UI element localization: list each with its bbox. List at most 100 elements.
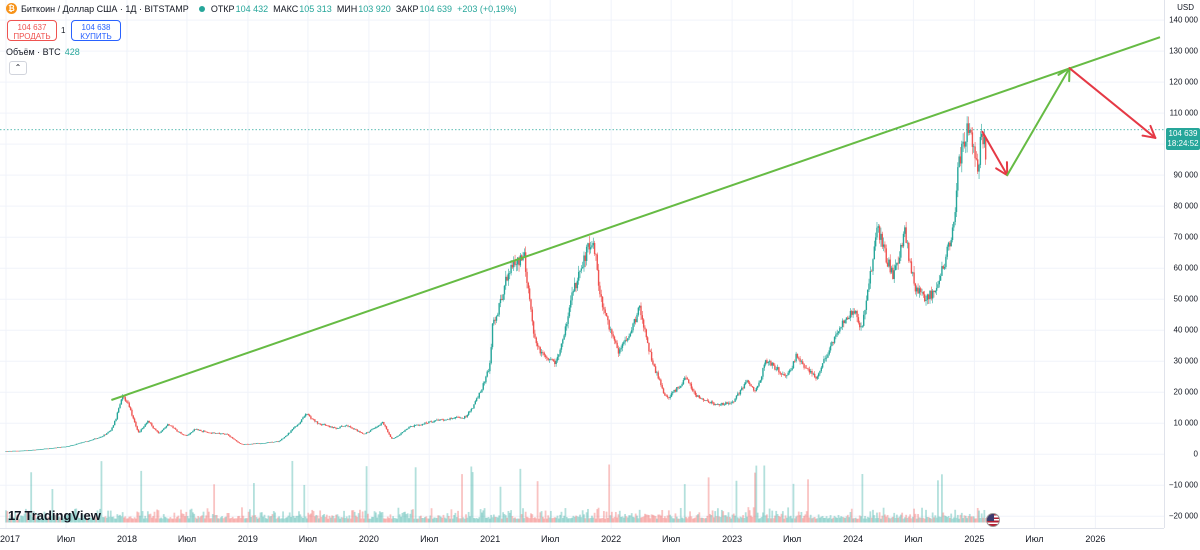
candle-body [946, 246, 948, 257]
volume-bar [581, 510, 584, 523]
volume-legend[interactable]: Объём · BTC 428 [6, 47, 80, 57]
symbol-title[interactable]: Биткоин / Доллар США · 1Д · BITSTAMP [21, 3, 189, 14]
ohlc-label: ЗАКР [395, 3, 419, 14]
candle-body [95, 438, 97, 440]
candle-body [786, 375, 788, 377]
volume-bar [943, 515, 946, 523]
candle-body [908, 242, 910, 261]
volume-bar [893, 512, 896, 523]
volume-bar [579, 514, 581, 523]
candle-body [816, 376, 819, 379]
price-chart[interactable] [0, 0, 1164, 528]
volume-bar [219, 517, 222, 523]
candle-body [345, 425, 348, 427]
volume-bar [738, 518, 740, 523]
currency-label[interactable]: USD [1177, 3, 1194, 12]
volume-bar [222, 518, 225, 523]
candle-body [776, 367, 779, 370]
volume-bar [369, 518, 372, 523]
candle-body [652, 360, 654, 365]
volume-bar [107, 510, 109, 523]
volume-bar [482, 510, 485, 523]
volume-bar [783, 518, 786, 523]
volume-bar [441, 517, 444, 523]
volume-bar [968, 513, 971, 523]
candle-body [197, 429, 199, 431]
volume-bar [734, 515, 737, 523]
volume-bar [640, 517, 642, 523]
candle-body [466, 414, 469, 417]
volume-bar [133, 517, 136, 523]
candle-body [771, 362, 773, 366]
candle-body [463, 416, 466, 419]
candle-body [428, 421, 430, 424]
volume-bar [720, 509, 723, 523]
candle-body [642, 319, 645, 328]
volume-bar [46, 518, 48, 523]
volume-bar [666, 515, 669, 523]
candle-body [228, 434, 230, 436]
candle-body [694, 391, 697, 396]
candle-body [173, 427, 176, 429]
volume-bar [557, 518, 560, 523]
user-drawings[interactable] [111, 36, 1161, 401]
volume-bar [211, 514, 214, 523]
volume-bar [389, 514, 392, 523]
volume-bar [907, 516, 910, 523]
candle-body [9, 450, 11, 452]
volume-bar [461, 474, 463, 523]
candle-body [477, 397, 479, 399]
candle-body [242, 444, 244, 445]
volume-bar [282, 511, 284, 523]
candle-body [71, 445, 73, 446]
volume-bar [101, 517, 104, 523]
candle-body [686, 378, 689, 380]
candle-body [384, 424, 386, 427]
volume-bar [186, 515, 189, 523]
candle-body [383, 421, 385, 425]
volume-bar [292, 515, 295, 523]
candle-body [738, 393, 740, 395]
buy-button[interactable]: 104 638 КУПИТЬ [71, 20, 121, 41]
volume-bar [473, 517, 475, 523]
symbol-legend[interactable]: ₿ Биткоин / Доллар США · 1Д · BITSTAMP О… [6, 3, 522, 14]
candle-body [975, 158, 978, 160]
volume-bar [60, 516, 63, 523]
candle-body [188, 434, 190, 436]
volume-bar [531, 514, 534, 523]
volume-bar [530, 513, 532, 523]
sell-button[interactable]: 104 637 ПРОДАТЬ [7, 20, 57, 41]
candle-body [796, 353, 799, 358]
time-axis[interactable]: 2017 Июл 2018 Июл 2019 Июл 2020 Июл 2021 Июл 2022 И… [0, 528, 1164, 550]
volume-bar [274, 512, 277, 523]
collapse-chevron-up-icon[interactable]: ⌃ [9, 61, 27, 75]
candle-body [930, 290, 933, 299]
candle-body [958, 156, 960, 168]
volume-bar [899, 514, 902, 523]
volume-bar [573, 516, 576, 523]
volume-bar [827, 518, 829, 523]
volume-bar [496, 517, 499, 523]
volume-bar [960, 512, 963, 523]
candle-body [310, 416, 312, 419]
candle-body [298, 423, 300, 425]
candle-body [315, 421, 317, 423]
volume-bar [510, 510, 512, 523]
candle-body [860, 326, 862, 328]
tradingview-logo[interactable]: 17 TradingView [8, 508, 101, 523]
candle-body [880, 233, 882, 240]
candle-body [751, 386, 754, 387]
candle-body [319, 423, 321, 425]
volume-bar [946, 517, 949, 523]
candle-body [746, 380, 748, 383]
candle-body [92, 439, 95, 440]
candle-body [222, 433, 225, 435]
volume-bar [23, 513, 26, 523]
candle-body [631, 330, 633, 334]
candle-body [292, 427, 295, 430]
volume-bar [625, 516, 628, 523]
us-flag-icon[interactable] [986, 513, 1000, 527]
volume-bar [43, 511, 46, 523]
candle-body [64, 446, 67, 448]
